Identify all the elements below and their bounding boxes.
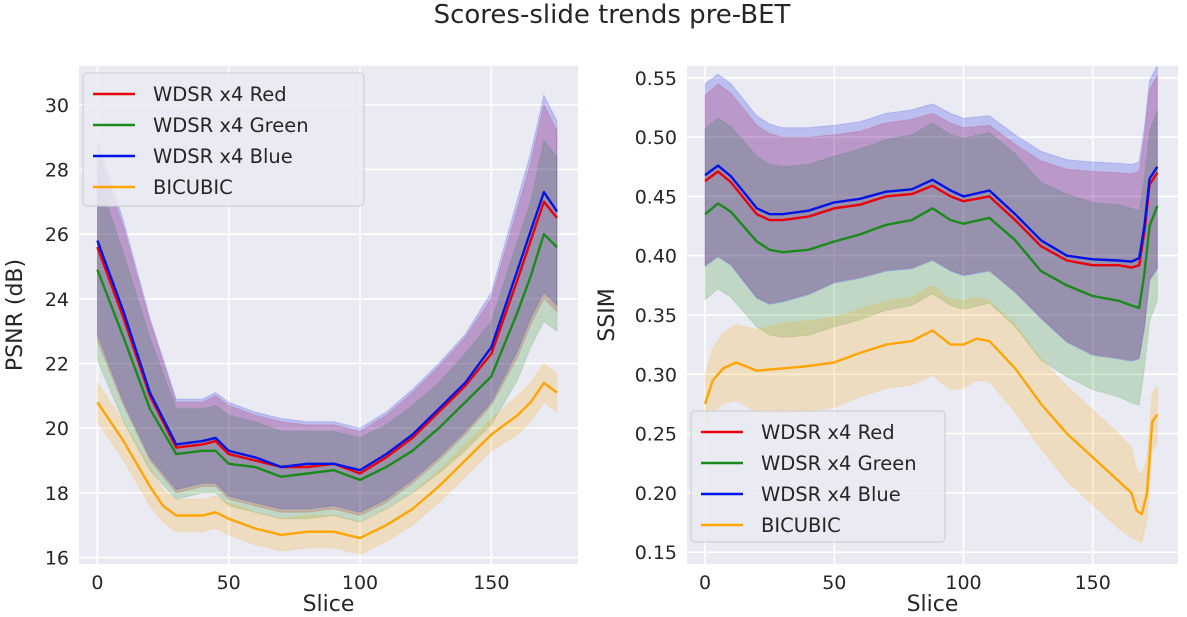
x-tick-label: 100 <box>945 572 981 594</box>
y-tick-label: 18 <box>45 483 69 505</box>
std-band <box>704 284 1158 544</box>
y-tick-label: 24 <box>45 289 69 311</box>
y-tick-label: 0.50 <box>635 127 677 149</box>
y-tick-label: 0.25 <box>635 424 677 446</box>
legend-label: WDSR x4 Red <box>153 83 287 106</box>
x-tick-label: 0 <box>91 572 103 594</box>
std-band <box>704 110 1158 406</box>
y-tick-label: 20 <box>45 418 69 440</box>
y-tick-label: 0.20 <box>635 483 677 505</box>
y-tick-label: 0.55 <box>635 68 677 90</box>
y-tick-label: 0.35 <box>635 305 677 327</box>
y-tick-label: 30 <box>45 95 69 117</box>
legend-label: WDSR x4 Green <box>153 114 309 137</box>
x-tick-label: 50 <box>822 572 846 594</box>
legend: WDSR x4 Red WDSR x4 Green WDSR x4 Blue BICU… <box>690 410 946 543</box>
x-tick-label: 100 <box>342 572 378 594</box>
y-axis-label: SSIM <box>595 288 620 341</box>
series-line <box>703 329 1159 516</box>
x-tick-label: 150 <box>1075 572 1111 594</box>
legend-label: BICUBIC <box>761 514 841 537</box>
figure-title: Scores-slide trends pre-BET <box>434 0 791 30</box>
series-line <box>96 190 558 472</box>
series-line <box>96 381 558 540</box>
y-tick-label: 26 <box>45 224 69 246</box>
legend-label: BICUBIC <box>153 176 233 199</box>
std-band <box>96 362 558 555</box>
y-axis-label: PSNR (dB) <box>3 259 28 371</box>
y-tick-label: 28 <box>45 159 69 181</box>
legend: WDSR x4 Red WDSR x4 Green WDSR x4 Blue BICU… <box>82 72 365 207</box>
y-tick-label: 0.30 <box>635 364 677 386</box>
ssim-chart: 0 50 100 150 0.15 0.20 0.25 0.30 0.35 0.40 0.45 0.5… <box>595 66 1178 617</box>
legend-label: WDSR x4 Red <box>761 421 895 444</box>
series-line <box>704 164 1159 263</box>
x-tick-label: 50 <box>217 572 241 594</box>
y-tick-label: 22 <box>45 354 69 376</box>
legend-label: WDSR x4 Blue <box>761 483 901 506</box>
y-tick-label: 16 <box>45 548 69 570</box>
series-line <box>704 202 1159 310</box>
legend-label: WDSR x4 Blue <box>153 145 293 168</box>
y-tick-label: 0.40 <box>635 246 677 268</box>
x-tick-label: 0 <box>699 572 711 594</box>
std-band <box>704 75 1158 361</box>
x-axis-label: Slice <box>907 592 959 617</box>
series-line <box>96 232 558 482</box>
psnr-chart: 0 50 100 150 16 18 20 22 24 26 28 30 Slice PSNR (dB) W… <box>3 66 578 617</box>
std-band <box>96 103 558 517</box>
legend-label: WDSR x4 Green <box>761 452 917 475</box>
x-tick-label: 150 <box>473 572 509 594</box>
y-tick-label: 0.45 <box>635 186 677 208</box>
x-axis-label: Slice <box>303 592 355 617</box>
std-band <box>704 66 1158 362</box>
y-tick-label: 0.15 <box>635 542 677 564</box>
series-line <box>704 170 1159 269</box>
